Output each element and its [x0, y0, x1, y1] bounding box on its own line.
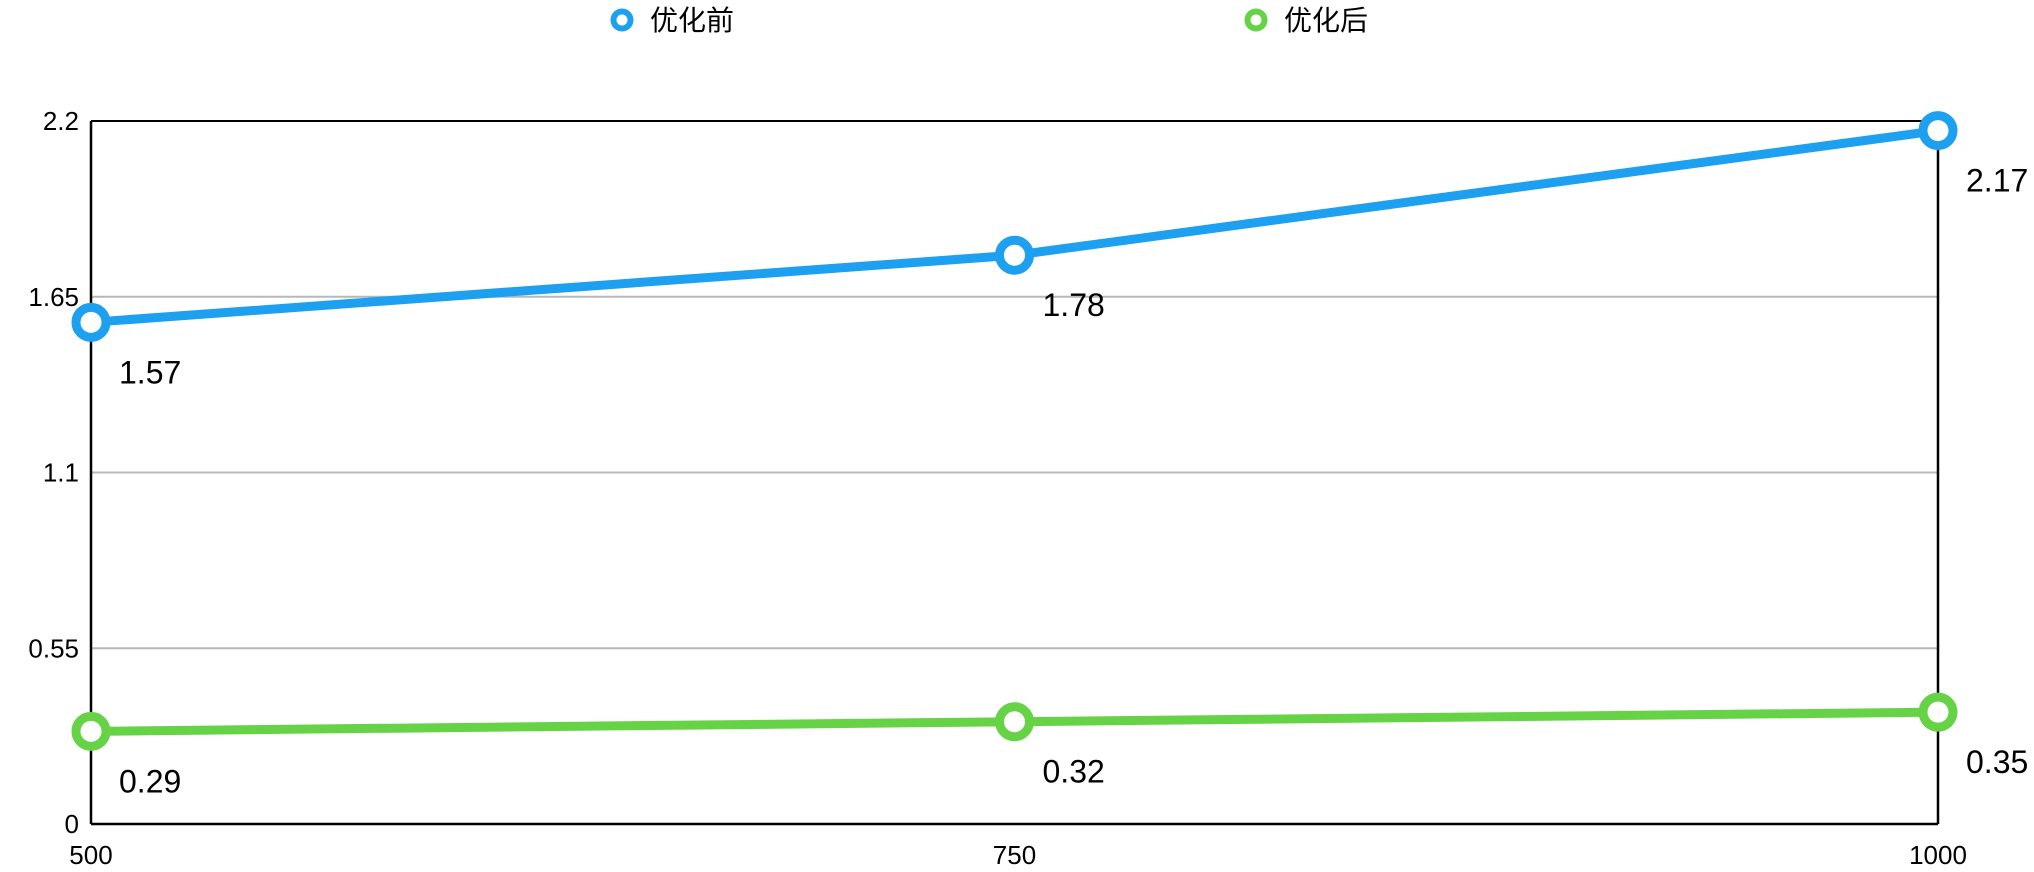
y-tick-label: 0	[65, 809, 79, 839]
legend-label: 优化后	[1284, 4, 1368, 37]
x-tick-label: 500	[69, 840, 112, 870]
data-label: 0.32	[1043, 754, 1105, 790]
y-tick-label: 1.1	[43, 458, 79, 488]
data-label: 0.35	[1966, 744, 2028, 780]
gridlines	[91, 295, 1938, 650]
legend-marker	[610, 8, 634, 32]
legend-label: 优化前	[650, 4, 734, 37]
data-point	[1918, 692, 1958, 732]
x-axis-ticks: 500 750 1000	[69, 840, 1967, 870]
data-labels: 1.57 1.78 2.17 0.29 0.32 0.35	[119, 163, 2028, 800]
data-point	[71, 302, 111, 342]
legend-marker	[1244, 8, 1268, 32]
data-label: 2.17	[1966, 163, 2028, 199]
y-tick-label: 2.2	[43, 106, 79, 136]
y-tick-label: 0.55	[28, 633, 79, 663]
legend: 优化前 优化后	[610, 4, 1368, 37]
y-axis-ticks: 0 0.55 1.1 1.65 2.2	[28, 106, 79, 839]
axes	[89, 120, 1940, 826]
data-point	[995, 702, 1034, 742]
series-line	[86, 126, 1943, 327]
x-tick-label: 750	[993, 840, 1036, 870]
y-tick-label: 1.65	[28, 282, 79, 312]
series-group	[71, 111, 1958, 751]
x-tick-label: 1000	[1909, 840, 1967, 870]
data-label: 1.57	[119, 354, 181, 390]
data-point	[1918, 111, 1958, 151]
data-label: 1.78	[1043, 287, 1105, 323]
data-label: 0.29	[119, 763, 181, 799]
data-point	[71, 711, 111, 751]
data-point	[995, 235, 1034, 275]
